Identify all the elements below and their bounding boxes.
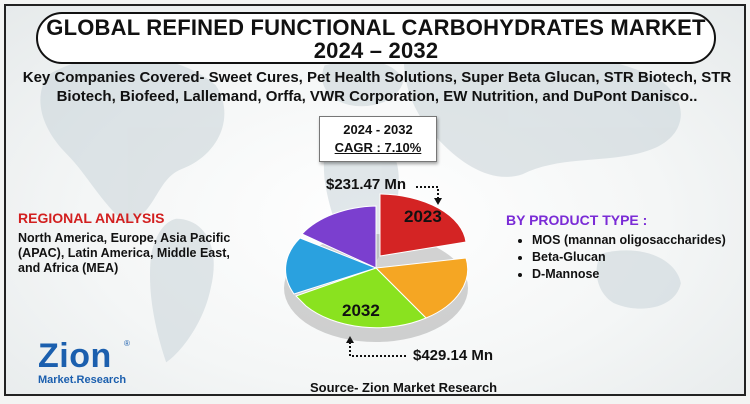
key-companies-text: Key Companies Covered- Sweet Cures, Pet … <box>22 69 732 105</box>
value-2023: $231.47 Mn <box>326 176 407 193</box>
cagr-box: 2024 - 2032 CAGR : 7.10% <box>319 116 437 162</box>
product-type-list: MOS (mannan oligosaccharides) Beta-Gluca… <box>516 232 726 283</box>
cagr-years: 2024 - 2032 <box>343 122 413 137</box>
pie-label-2032: 2032 <box>342 301 380 320</box>
product-item: Beta-Glucan <box>532 249 726 266</box>
product-item: D-Mannose <box>532 266 726 283</box>
pie-slice-blue <box>285 237 378 295</box>
logo-registered-mark: ® <box>124 339 130 348</box>
page-title: GLOBAL REFINED FUNCTIONAL CARBOHYDRATES … <box>46 15 706 40</box>
title-banner: GLOBAL REFINED FUNCTIONAL CARBOHYDRATES … <box>36 12 716 64</box>
zion-logo: Zion ® Market.Research <box>16 338 186 394</box>
product-item: MOS (mannan oligosaccharides) <box>532 232 726 249</box>
title-years: 2024 – 2032 <box>313 38 439 63</box>
source-text: Source- Zion Market Research <box>310 380 498 395</box>
regional-analysis-heading: REGIONAL ANALYSIS <box>18 210 165 226</box>
pie-slice-red <box>379 193 467 257</box>
logo-main-text: Zion <box>38 337 112 375</box>
regional-analysis-text: North America, Europe, Asia Pacific (APA… <box>18 231 231 275</box>
pie-chart-graphic: 2023 2032 <box>284 193 469 342</box>
cagr-value: CAGR : 7.10% <box>334 140 422 155</box>
pie-slice-green <box>295 267 427 329</box>
logo-sub-text: Market.Research <box>38 374 127 386</box>
product-type-heading: BY PRODUCT TYPE : <box>506 212 648 228</box>
pie-slice-purple <box>301 205 377 269</box>
pie-slice-orange <box>374 257 469 319</box>
infographic-canvas: GLOBAL REFINED FUNCTIONAL CARBOHYDRATES … <box>4 4 746 396</box>
pie-label-2023: 2023 <box>404 207 442 226</box>
value-2032: $429.14 Mn <box>413 347 494 364</box>
